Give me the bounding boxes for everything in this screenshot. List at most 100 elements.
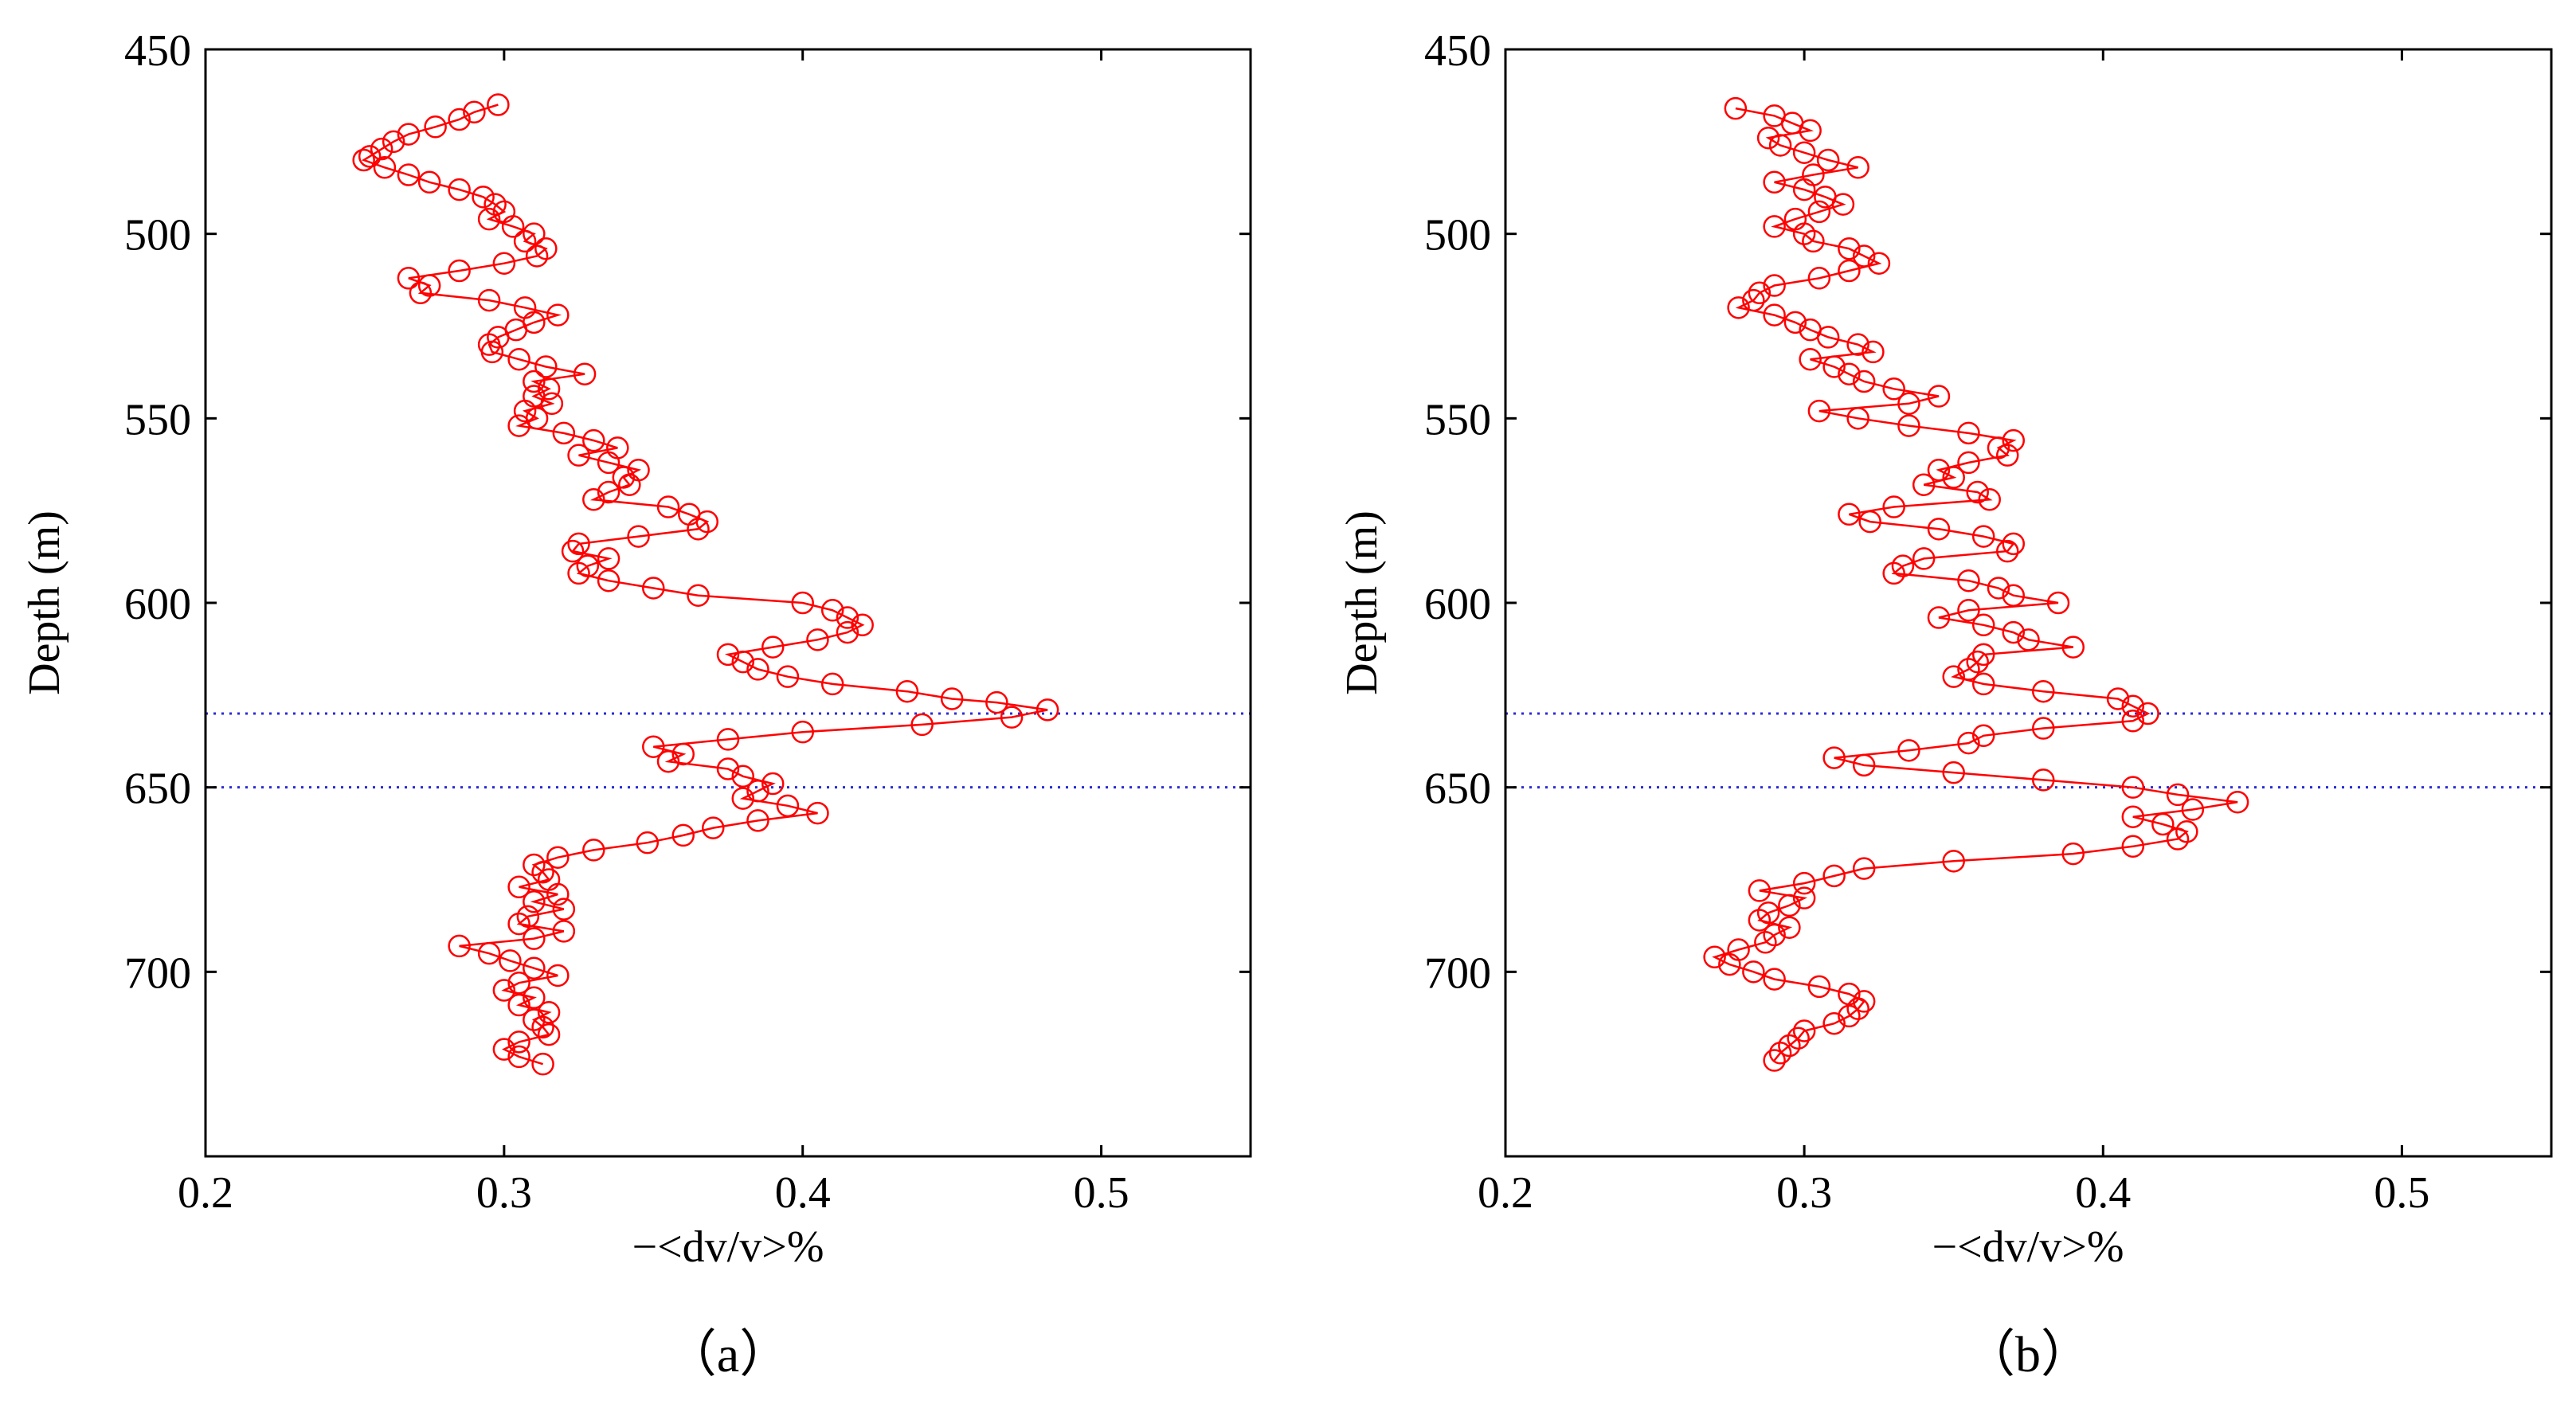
data-point-b-54 xyxy=(1882,495,1905,518)
data-point-b-99 xyxy=(2166,827,2190,851)
data-point-b-73 xyxy=(2061,636,2085,659)
data-point-b-35 xyxy=(1822,355,1846,378)
data-point-b-117 xyxy=(1742,960,1765,984)
data-point-a-59 xyxy=(627,525,650,548)
data-point-b-65 xyxy=(1987,577,2010,600)
data-point-b-49 xyxy=(1927,458,1951,482)
data-point-a-73 xyxy=(806,628,829,651)
data-point-a-93 xyxy=(761,772,785,796)
data-point-a-36 xyxy=(534,355,558,378)
data-point-b-5 xyxy=(1768,134,1792,157)
data-point-b-91 xyxy=(2032,768,2055,792)
data-point-b-31 xyxy=(1816,326,1840,349)
data-point-a-17 xyxy=(501,215,525,238)
data-point-b-115 xyxy=(1703,945,1726,969)
data-point-a-78 xyxy=(776,665,800,688)
data-point-b-110 xyxy=(1748,909,1771,932)
data-point-b-124 xyxy=(1822,1011,1846,1035)
panel-label-b: （b） xyxy=(1964,1326,2092,1382)
data-point-b-84 xyxy=(2032,717,2055,740)
data-point-b-18 xyxy=(1802,229,1825,253)
data-point-b-48 xyxy=(1957,451,1980,475)
y-axis-label-b: Depth (m) xyxy=(1337,510,1387,695)
data-point-b-100 xyxy=(2121,835,2145,858)
data-point-b-125 xyxy=(1792,1019,1816,1042)
data-point-a-22 xyxy=(492,252,516,275)
data-point-a-11 xyxy=(417,170,441,194)
data-point-a-89 xyxy=(671,742,695,766)
data-point-a-115 xyxy=(448,934,471,958)
data-point-a-80 xyxy=(895,679,919,703)
data-point-a-52 xyxy=(618,473,641,496)
data-point-a-119 xyxy=(546,964,570,987)
data-point-a-64 xyxy=(567,561,590,585)
data-point-b-72 xyxy=(2017,628,2040,651)
data-point-b-64 xyxy=(1957,569,1980,592)
data-point-a-99 xyxy=(702,816,725,839)
data-point-b-61 xyxy=(1912,547,1936,570)
data-point-b-119 xyxy=(1807,975,1831,999)
data-point-a-112 xyxy=(507,912,530,936)
data-point-b-40 xyxy=(1897,392,1920,416)
data-point-b-95 xyxy=(2181,798,2205,821)
data-point-b-106 xyxy=(1748,879,1771,902)
data-point-a-96 xyxy=(776,794,800,818)
data-point-b-10 xyxy=(1763,170,1786,194)
x-tick-label-b-2: 0.4 xyxy=(2075,1168,2131,1218)
data-point-b-42 xyxy=(1846,407,1869,430)
data-point-a-29 xyxy=(546,303,570,327)
data-point-b-60 xyxy=(1995,539,2019,563)
data-point-b-51 xyxy=(1912,473,1936,496)
data-point-a-24 xyxy=(397,267,421,290)
data-point-a-58 xyxy=(687,518,710,541)
y-tick-label-b-5: 700 xyxy=(1424,948,1491,998)
data-point-a-120 xyxy=(507,971,530,995)
data-point-a-83 xyxy=(1035,698,1059,722)
data-point-b-71 xyxy=(2002,620,2025,644)
x-tick-label-b-1: 0.3 xyxy=(1776,1168,1832,1218)
data-point-b-86 xyxy=(1957,731,1980,755)
data-point-a-123 xyxy=(507,993,530,1017)
data-point-a-101 xyxy=(636,831,660,855)
y-ticks-b: 450 500 550 600 650 700 xyxy=(1424,26,2551,998)
data-point-b-24 xyxy=(1763,274,1786,297)
data-point-a-7 xyxy=(358,145,382,168)
data-point-a-46 xyxy=(582,428,605,452)
y-tick-label-a-4: 650 xyxy=(124,765,191,814)
data-point-b-55 xyxy=(1838,503,1861,526)
data-point-a-117 xyxy=(499,949,522,972)
data-point-b-83 xyxy=(2121,710,2145,733)
data-point-a-69 xyxy=(820,599,844,622)
data-point-a-84 xyxy=(1000,706,1024,729)
data-point-b-129 xyxy=(1763,1049,1786,1072)
data-point-a-114 xyxy=(523,927,546,950)
data-point-a-4 xyxy=(397,123,421,146)
data-point-a-12 xyxy=(448,178,471,201)
data-point-b-101 xyxy=(2061,842,2085,866)
data-point-b-82 xyxy=(2136,702,2159,725)
data-point-b-7 xyxy=(1816,148,1840,172)
data-point-b-26 xyxy=(1742,288,1765,312)
data-point-a-1 xyxy=(463,100,486,124)
x-tick-label-a-0: 0.2 xyxy=(178,1168,233,1218)
data-point-a-41 xyxy=(540,392,564,416)
data-point-b-22 xyxy=(1838,259,1861,283)
data-point-b-67 xyxy=(2046,591,2070,615)
data-point-b-111 xyxy=(1778,916,1801,939)
data-point-b-63 xyxy=(1882,561,1905,585)
x-ticks-b: 0.2 0.3 0.4 0.5 xyxy=(1478,49,2429,1218)
x-tick-label-a-3: 0.5 xyxy=(1074,1168,1129,1218)
data-point-b-128 xyxy=(1768,1042,1792,1065)
data-point-a-62 xyxy=(597,547,621,570)
data-point-b-77 xyxy=(1942,665,1965,688)
data-point-b-38 xyxy=(1882,377,1905,401)
data-point-a-127 xyxy=(537,1023,561,1046)
data-point-a-54 xyxy=(582,488,605,511)
data-point-a-51 xyxy=(612,466,636,489)
data-point-b-87 xyxy=(1897,739,1920,762)
data-point-a-71 xyxy=(851,613,874,637)
data-point-b-4 xyxy=(1756,126,1780,150)
data-point-a-107 xyxy=(507,875,530,899)
x-tick-label-b-3: 0.5 xyxy=(2374,1168,2429,1218)
data-point-a-60 xyxy=(567,532,590,556)
